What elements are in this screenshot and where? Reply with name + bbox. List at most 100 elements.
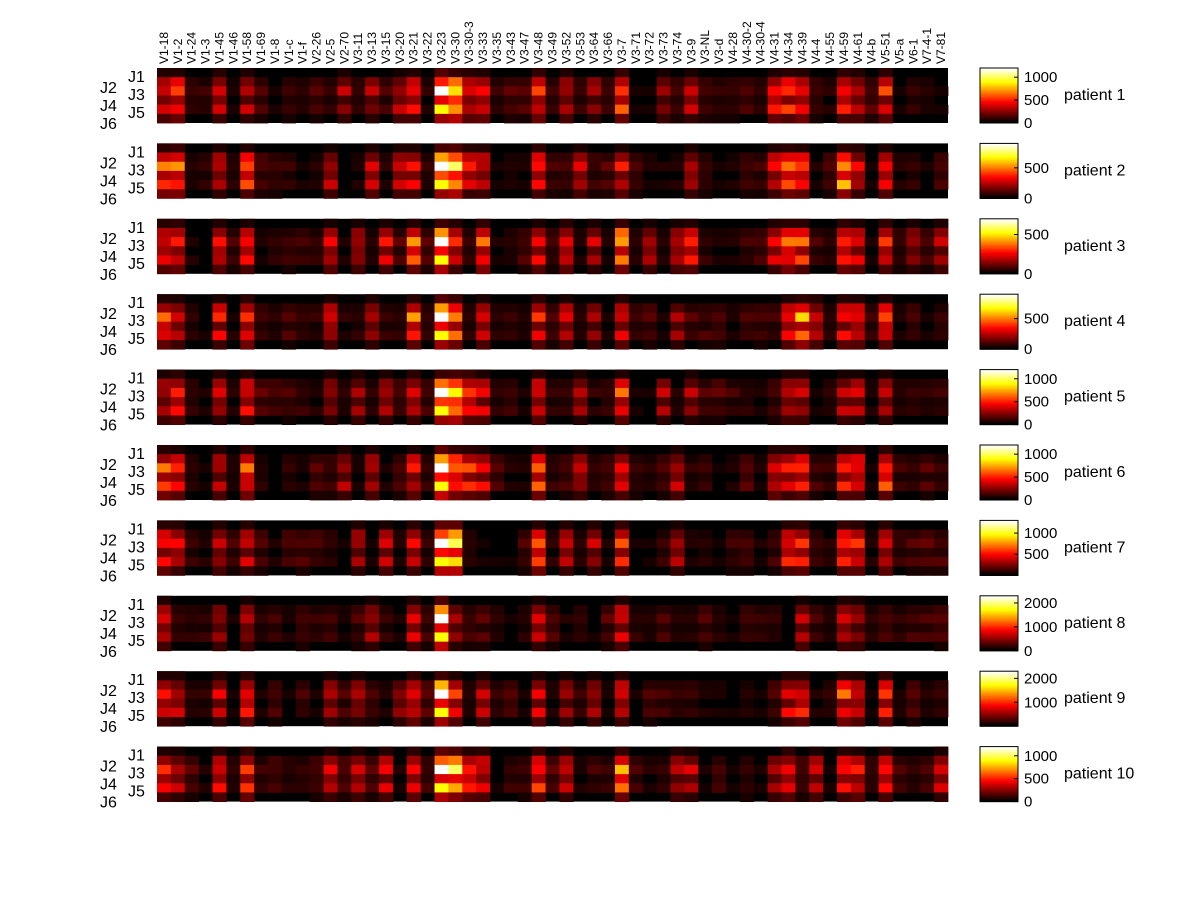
heatmap-cell bbox=[420, 764, 435, 775]
heatmap-cell bbox=[212, 746, 227, 757]
heatmap-cell bbox=[281, 255, 297, 266]
colorbar-segment bbox=[980, 771, 1018, 774]
heatmap-cell bbox=[892, 472, 907, 483]
heatmap-cell bbox=[170, 792, 186, 802]
heatmap-cell bbox=[254, 764, 269, 775]
heatmap-cell bbox=[365, 698, 380, 709]
heatmap-cell bbox=[614, 143, 630, 153]
heatmap-cell bbox=[864, 237, 880, 247]
heatmap-cell bbox=[656, 330, 671, 341]
heatmap-cell bbox=[545, 641, 560, 652]
row-label: J6 bbox=[100, 795, 117, 812]
heatmap-cell bbox=[753, 95, 768, 106]
heatmap-cell bbox=[698, 321, 713, 332]
heatmap-cell bbox=[809, 746, 824, 757]
heatmap-cell bbox=[795, 369, 810, 380]
heatmap-cell bbox=[906, 387, 921, 398]
heatmap-cell bbox=[781, 113, 796, 124]
heatmap-cell bbox=[392, 321, 408, 332]
heatmap-cell bbox=[753, 321, 768, 332]
column-label: V3-33 bbox=[476, 32, 490, 64]
heatmap-cell bbox=[573, 321, 588, 332]
heatmap-cell bbox=[503, 161, 519, 172]
heatmap-cell bbox=[725, 303, 741, 313]
heatmap-cell bbox=[406, 472, 422, 483]
heatmap-cell bbox=[462, 77, 477, 87]
heatmap-cell bbox=[559, 397, 574, 407]
heatmap-cell bbox=[170, 717, 186, 727]
heatmap-cell bbox=[850, 104, 866, 115]
heatmap-cell bbox=[184, 378, 200, 389]
heatmap-cell bbox=[767, 623, 782, 633]
colorbar-segment bbox=[980, 398, 1018, 401]
heatmap-cell bbox=[531, 454, 546, 464]
heatmap-cell bbox=[240, 237, 255, 247]
heatmap-cell bbox=[795, 68, 810, 78]
heatmap-cell bbox=[406, 152, 422, 163]
heatmap-cell bbox=[836, 170, 852, 181]
heatmap-cell bbox=[545, 406, 560, 416]
heatmap-cell bbox=[323, 143, 338, 153]
heatmap-cell bbox=[392, 538, 408, 549]
heatmap-cell bbox=[836, 707, 852, 718]
heatmap-cell bbox=[864, 529, 880, 540]
heatmap-cell bbox=[503, 246, 519, 256]
heatmap-cell bbox=[281, 614, 297, 624]
heatmap-cell bbox=[226, 774, 241, 784]
heatmap-cell bbox=[323, 472, 338, 483]
heatmap-cell bbox=[476, 189, 491, 199]
heatmap-cell bbox=[795, 547, 810, 558]
heatmap-cell bbox=[656, 557, 671, 567]
colorbar-segment bbox=[980, 91, 1018, 94]
heatmap-cell bbox=[906, 303, 921, 313]
colorbar-segment bbox=[980, 682, 1018, 685]
heatmap-cell bbox=[379, 312, 394, 323]
heatmap-cell bbox=[462, 698, 477, 709]
heatmap-cell bbox=[379, 264, 394, 275]
heatmap-cell bbox=[878, 170, 893, 181]
heatmap-cell bbox=[531, 397, 546, 407]
heatmap-cell bbox=[434, 264, 449, 275]
colorbar-segment bbox=[980, 486, 1018, 489]
heatmap-cell bbox=[240, 671, 255, 681]
heatmap-cell bbox=[406, 689, 422, 700]
heatmap-cell bbox=[614, 397, 630, 407]
heatmap-cell bbox=[434, 490, 449, 501]
row-label: J6 bbox=[100, 418, 117, 435]
heatmap-cell bbox=[809, 707, 824, 718]
heatmap-cell bbox=[281, 406, 297, 416]
column-label: V3-NL bbox=[698, 30, 712, 64]
heatmap-cell bbox=[462, 454, 477, 464]
row-label: J4 bbox=[100, 173, 117, 190]
row-label: J3 bbox=[128, 162, 145, 179]
heatmap-cell bbox=[434, 237, 449, 247]
heatmap-cell bbox=[920, 614, 935, 624]
heatmap-cell bbox=[434, 641, 449, 652]
heatmap-cell bbox=[240, 246, 255, 256]
colorbar-segment bbox=[980, 249, 1018, 251]
heatmap-cell bbox=[379, 707, 394, 718]
heatmap-cell bbox=[184, 387, 200, 398]
heatmap-cell bbox=[392, 86, 408, 96]
colorbar-segment bbox=[980, 339, 1018, 342]
heatmap-cell bbox=[836, 77, 852, 87]
heatmap-cell bbox=[392, 490, 408, 501]
heatmap-cell bbox=[809, 764, 824, 775]
heatmap-cell bbox=[656, 104, 671, 115]
heatmap-cell bbox=[406, 397, 422, 407]
heatmap-cell bbox=[323, 294, 338, 304]
heatmap-cell bbox=[698, 86, 713, 96]
colorbar-segment bbox=[980, 571, 1018, 574]
heatmap-cell bbox=[934, 397, 949, 407]
heatmap-cell bbox=[642, 604, 657, 615]
heatmap-cell bbox=[892, 246, 907, 256]
heatmap-cell bbox=[379, 86, 394, 96]
colorbar-segment bbox=[980, 268, 1018, 271]
heatmap-cell bbox=[559, 472, 574, 483]
heatmap-cell bbox=[420, 406, 435, 416]
heatmap-cell bbox=[836, 264, 852, 275]
heatmap-cell bbox=[323, 227, 338, 238]
heatmap-cell bbox=[351, 689, 366, 700]
heatmap-cell bbox=[365, 481, 380, 492]
colorbar-segment bbox=[980, 720, 1018, 723]
